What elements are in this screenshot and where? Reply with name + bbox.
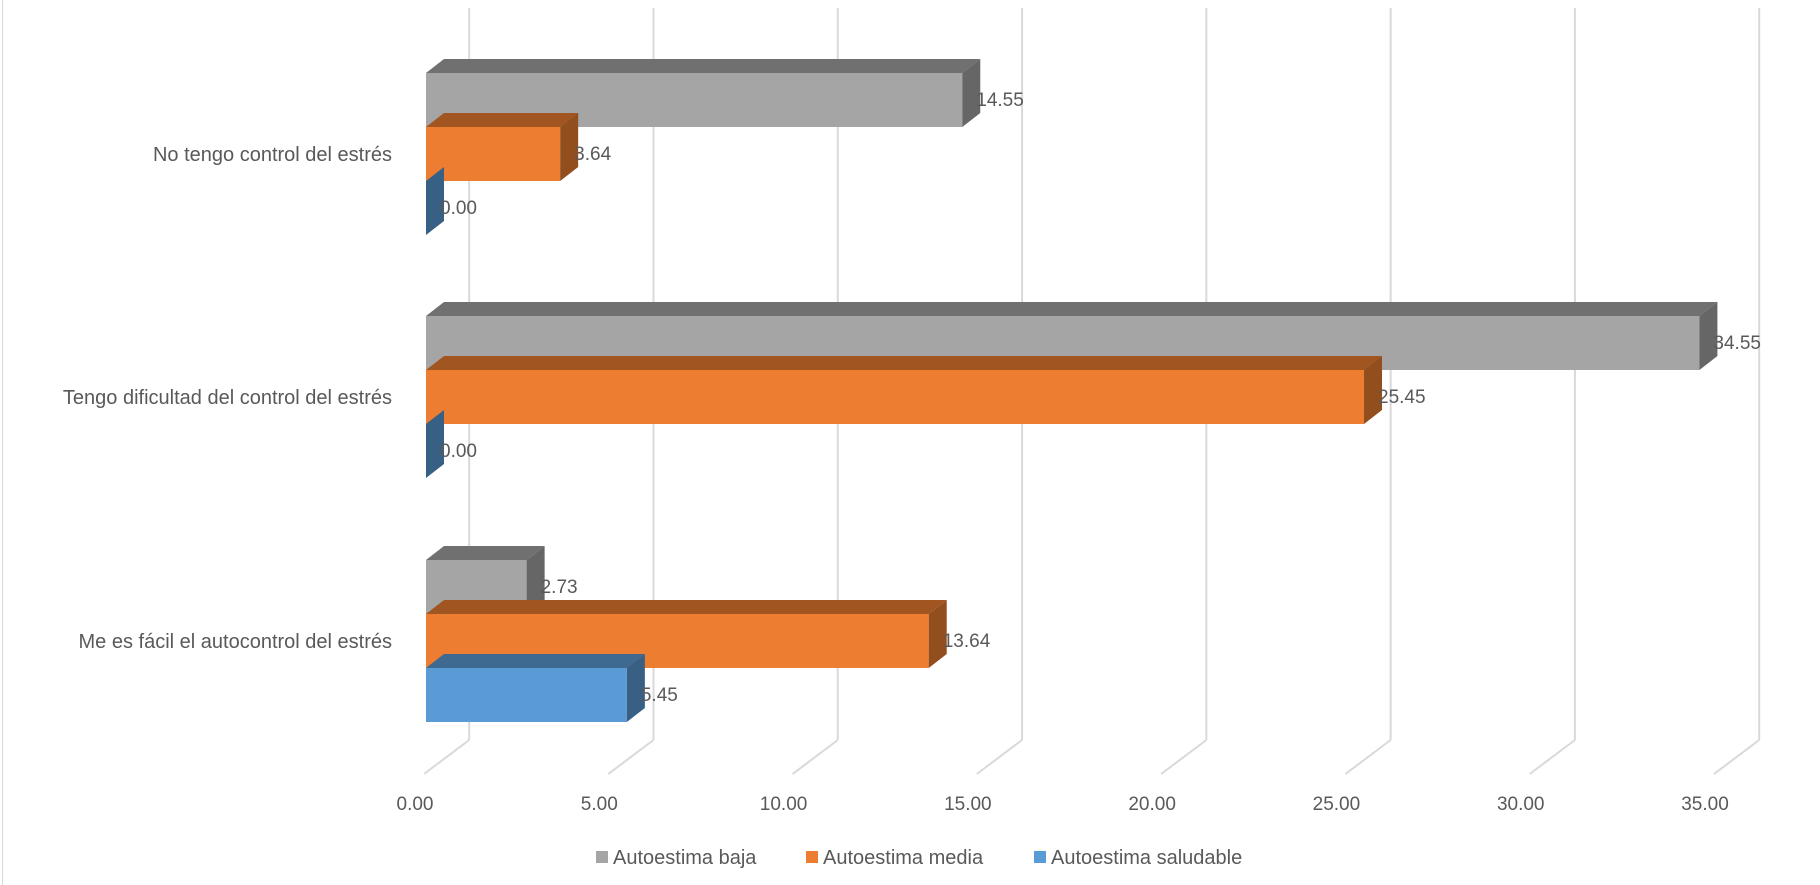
category-label-0: No tengo control del estrés — [153, 144, 392, 166]
data-label-0-1: 3.64 — [574, 144, 611, 165]
category-label-2: Me es fácil el autocontrol del estrés — [79, 631, 393, 653]
bar-side-2-0 — [526, 546, 545, 614]
legend-swatch-2 — [1034, 851, 1046, 863]
bar-side-1-0 — [1699, 302, 1718, 370]
bar-top-2-1 — [426, 600, 947, 614]
x-tick-label-4: 20.00 — [1128, 794, 1176, 815]
bar-top-2-0 — [426, 546, 545, 560]
category-label-1: Tengo dificultad del control del estrés — [63, 387, 392, 409]
data-label-2-2: 5.45 — [641, 685, 678, 706]
data-label-1-0: 34.55 — [1713, 333, 1761, 354]
bar-side-1-2 — [426, 410, 444, 478]
legend-label-1: Autoestima media — [823, 847, 984, 869]
data-label-1-2: 0.00 — [440, 441, 477, 462]
bar-top-0-1 — [426, 113, 579, 127]
gridline-foot-6 — [1529, 739, 1576, 775]
chart-frame-line — [2, 0, 3, 885]
data-label-0-0: 14.55 — [976, 90, 1024, 111]
bar-1-1 — [426, 370, 1365, 424]
data-label-2-0: 2.73 — [541, 577, 578, 598]
gridline-foot-5 — [1344, 739, 1392, 775]
data-label-1-1: 25.45 — [1378, 387, 1426, 408]
x-tick-label-3: 15.00 — [944, 794, 992, 815]
gridline-foot-1 — [607, 739, 655, 775]
gridline-foot-2 — [791, 739, 839, 775]
bar-top-0-0 — [426, 59, 981, 73]
x-tick-label-7: 35.00 — [1681, 794, 1729, 815]
bar-top-2-2 — [426, 654, 645, 668]
x-tick-label-6: 30.00 — [1497, 794, 1545, 815]
legend-swatch-1 — [806, 851, 818, 863]
x-tick-label-0: 0.00 — [397, 794, 434, 815]
legend-label-0: Autoestima baja — [613, 847, 757, 869]
x-tick-label-1: 5.00 — [581, 794, 618, 815]
bar-side-0-2 — [426, 167, 444, 235]
bar-top-1-1 — [426, 356, 1383, 370]
gridline-foot-7 — [1713, 739, 1760, 775]
bar-side-2-1 — [928, 600, 947, 668]
data-label-2-1: 13.64 — [943, 631, 991, 652]
x-tick-label-2: 10.00 — [760, 794, 808, 815]
gridline-foot-0 — [423, 739, 470, 775]
bar-2-2 — [426, 668, 627, 722]
gridline-foot-4 — [1160, 739, 1207, 775]
x-tick-label-5: 25.00 — [1313, 794, 1361, 815]
bar-side-1-1 — [1364, 356, 1383, 424]
bar-top-1-0 — [426, 302, 1718, 316]
gridline-foot-3 — [976, 739, 1023, 775]
bar-side-0-1 — [560, 113, 579, 181]
legend-label-2: Autoestima saludable — [1051, 847, 1242, 869]
bar-side-0-0 — [962, 59, 981, 127]
legend-swatch-0 — [596, 851, 608, 863]
bar-side-2-2 — [626, 654, 645, 722]
data-label-0-2: 0.00 — [440, 198, 477, 219]
bar-0-1 — [426, 127, 561, 181]
